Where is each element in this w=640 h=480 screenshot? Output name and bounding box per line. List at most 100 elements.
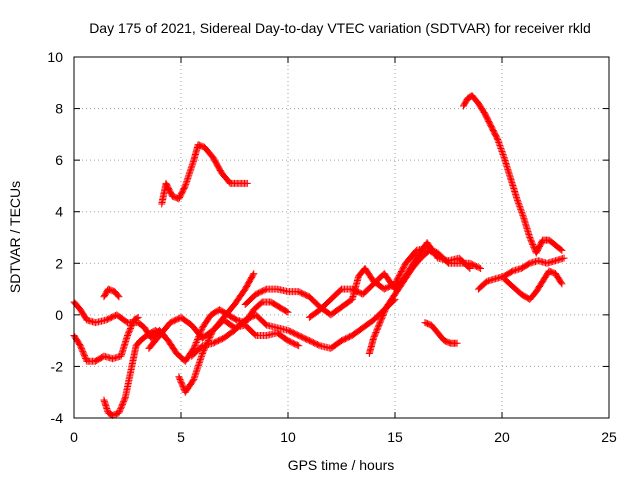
x-tick-label: 0 [70, 429, 78, 445]
data-point [514, 198, 522, 206]
chart-title: Day 175 of 2021, Sidereal Day-to-day VTE… [89, 20, 591, 36]
data-point [189, 158, 197, 166]
series-track-10 [305, 239, 474, 321]
data-point [197, 354, 205, 362]
data-point [192, 368, 200, 376]
data-point [208, 329, 216, 337]
data-point [433, 251, 441, 259]
data-point [198, 351, 206, 359]
series-track-13 [459, 92, 566, 257]
data-point [466, 264, 474, 272]
data-point [495, 140, 503, 148]
data-point [250, 270, 258, 278]
y-tick-label: 2 [55, 255, 63, 271]
data-point [182, 179, 190, 187]
y-tick-label: 8 [55, 101, 63, 117]
data-point [134, 313, 142, 321]
data-point [494, 137, 502, 145]
data-point [192, 338, 200, 346]
data-point [560, 254, 568, 262]
data-point [187, 164, 195, 172]
x-tick-label: 15 [387, 429, 403, 445]
data-point [518, 208, 526, 216]
series-track-15 [500, 267, 566, 303]
data-point [205, 335, 213, 343]
data-point [183, 176, 191, 184]
data-point [475, 264, 483, 272]
x-tick-label: 5 [177, 429, 185, 445]
series-track-8 [158, 141, 251, 208]
data-point [515, 201, 523, 209]
data-point [283, 308, 291, 316]
data-point [190, 343, 198, 351]
data-point [558, 280, 566, 288]
data-point [517, 207, 525, 215]
data-point [477, 264, 485, 272]
data-point [515, 199, 523, 207]
data-point [115, 293, 123, 301]
data-point [193, 366, 201, 374]
series-track-4 [100, 285, 123, 301]
data-point [184, 174, 192, 182]
series-track-12 [421, 319, 461, 347]
series-track-5 [145, 270, 258, 352]
data-point [518, 210, 526, 218]
data-point [517, 205, 525, 213]
data-point [181, 182, 189, 190]
data-point [182, 180, 190, 188]
x-tick-label: 20 [494, 429, 510, 445]
data-point [197, 353, 205, 361]
data-point [496, 142, 504, 150]
data-point [185, 171, 193, 179]
data-point [434, 252, 442, 260]
data-point [194, 363, 202, 371]
data-point [516, 204, 524, 212]
data-point [498, 148, 506, 156]
data-point [133, 314, 141, 322]
data-point [499, 151, 507, 159]
data-point [195, 360, 203, 368]
data-point [114, 292, 122, 300]
data-point [192, 340, 200, 348]
data-series [70, 92, 568, 419]
series-track-7 [188, 295, 399, 360]
data-point [243, 179, 251, 187]
data-point [199, 348, 207, 356]
data-point [191, 372, 199, 380]
data-point [495, 139, 503, 147]
data-point [514, 196, 522, 204]
data-point [195, 359, 203, 367]
data-point [558, 246, 566, 254]
data-point [249, 271, 257, 279]
data-point [184, 173, 192, 181]
data-point [187, 165, 195, 173]
x-axis-label: GPS time / hours [288, 457, 395, 473]
series-track-3 [100, 326, 168, 419]
data-point [497, 146, 505, 154]
data-point [190, 374, 198, 382]
data-point [185, 170, 193, 178]
data-point [191, 371, 199, 379]
data-point [194, 362, 202, 370]
data-point [198, 350, 206, 358]
y-tick-label: -4 [51, 410, 64, 426]
y-tick-label: 4 [55, 204, 63, 220]
data-point [206, 334, 214, 342]
data-point [497, 145, 505, 153]
data-point [496, 143, 504, 151]
y-tick-label: 10 [47, 49, 63, 65]
series-track-2 [70, 313, 142, 365]
data-point [557, 279, 565, 287]
data-point [188, 161, 196, 169]
data-point [206, 332, 214, 340]
data-point [284, 308, 292, 316]
data-point [499, 149, 507, 157]
data-point [193, 337, 201, 345]
axis-ticks: 0 5 10 15 20 25 -4 -2 0 2 4 6 8 10 [47, 49, 617, 445]
data-point [196, 357, 204, 365]
data-point [293, 341, 301, 349]
data-point [194, 336, 202, 344]
y-axis-label: SDTVAR / TECUs [7, 181, 23, 293]
data-point [465, 263, 473, 271]
